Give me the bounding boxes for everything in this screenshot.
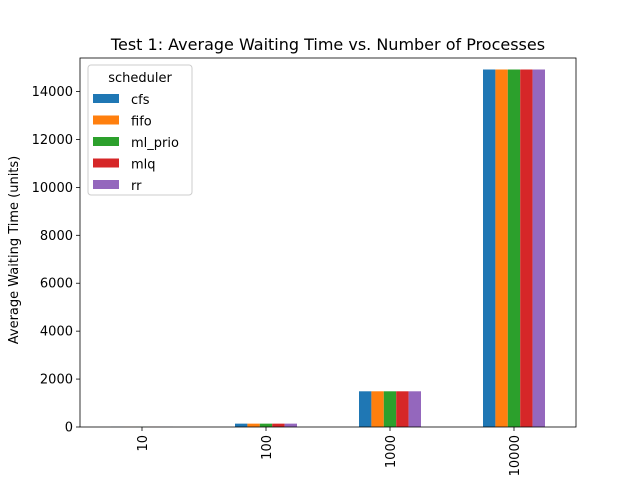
bar-rr-1000 (408, 391, 421, 427)
bar-rr-100 (284, 423, 297, 427)
bar-ml_prio-100 (259, 423, 273, 427)
y-tick-label: 2000 (40, 373, 73, 388)
y-axis-label: Average Waiting Time (units) (7, 156, 22, 345)
bar-mlq-10000 (520, 69, 533, 428)
legend-label-ml_prio: ml_prio (131, 136, 179, 151)
legend-label-fifo: fifo (131, 115, 152, 130)
bar-mlq-100 (272, 423, 285, 427)
legend-label-rr: rr (131, 179, 142, 194)
x-tick-label: 10000 (508, 435, 523, 476)
x-tick-label: 10 (136, 435, 151, 452)
y-tick-label: 4000 (40, 325, 73, 340)
axes-frame (79, 57, 577, 428)
bar-mlq-1000 (396, 391, 409, 427)
legend-swatch-rr (93, 180, 119, 189)
bar-ml_prio-10000 (507, 69, 521, 428)
legend-label-cfs: cfs (131, 93, 150, 108)
bar-rr-10000 (532, 69, 545, 428)
y-tick-label: 8000 (40, 229, 73, 244)
bar-fifo-1000 (371, 391, 384, 427)
y-tick-label: 0 (65, 421, 73, 436)
bar-fifo-10000 (495, 69, 508, 428)
legend-swatch-cfs (93, 94, 119, 103)
legend-swatch-ml_prio (93, 137, 119, 146)
bar-ml_prio-1000 (383, 391, 397, 427)
bar-cfs-1000 (359, 391, 372, 427)
legend-label-mlq: mlq (131, 158, 156, 173)
chart-title: Test 1: Average Waiting Time vs. Number … (110, 35, 545, 54)
legend-swatch-fifo (93, 115, 119, 125)
legend-swatch-mlq (93, 158, 119, 168)
x-tick-label: 1000 (384, 435, 399, 468)
x-tick-label: 100 (260, 435, 275, 460)
bar-fifo-100 (247, 423, 260, 427)
plot-area: 10 100 1000 10000 0 2000 4000 6000 8000 10000 1200… (32, 57, 577, 476)
y-tick-label: 6000 (40, 277, 73, 292)
bar-cfs-100 (235, 423, 248, 427)
y-tick-label: 14000 (32, 85, 73, 100)
legend-title: scheduler (108, 71, 172, 86)
bar-cfs-10000 (483, 69, 496, 428)
y-tick-label: 10000 (32, 181, 73, 196)
y-tick-label: 12000 (32, 133, 73, 148)
